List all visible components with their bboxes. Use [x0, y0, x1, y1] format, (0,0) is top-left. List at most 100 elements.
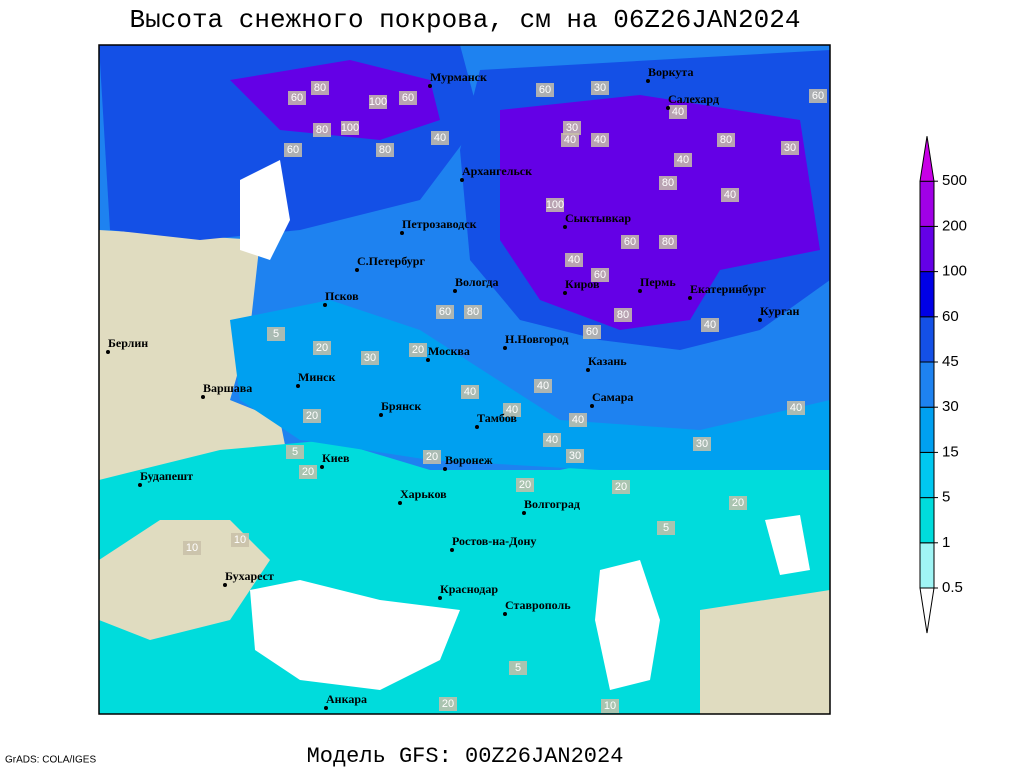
- contour-label-text: 60: [539, 84, 551, 96]
- contour-label: 40: [503, 403, 521, 417]
- contour-label-box: [621, 235, 639, 249]
- contour-label-text: 40: [506, 404, 518, 416]
- contour-label-text: 60: [624, 236, 636, 248]
- region-deep-snow: [230, 60, 440, 140]
- contour-label-text: 60: [291, 92, 303, 104]
- contour-label: 5: [267, 327, 285, 341]
- contour-label: 20: [313, 341, 331, 355]
- contour-label-box: [423, 450, 441, 464]
- contour-label-box: [461, 385, 479, 399]
- contour-label: 30: [781, 141, 799, 155]
- contour-label: 60: [591, 268, 609, 282]
- contour-label-text: 20: [316, 342, 328, 354]
- city-dot: [296, 384, 300, 388]
- contour-label-text: 100: [369, 96, 387, 108]
- contour-label: 30: [693, 437, 711, 451]
- city-dot: [398, 501, 402, 505]
- colorbar-segment: [919, 451, 935, 499]
- contour-label-text: 40: [704, 319, 716, 331]
- colorbar-segment: [919, 316, 935, 363]
- contour-label-text: 20: [426, 451, 438, 463]
- contour-label: 80: [313, 123, 331, 137]
- contour-label: 100: [369, 95, 387, 109]
- city-label: Анкара: [326, 692, 367, 706]
- contour-label: 40: [721, 188, 739, 202]
- contour-label-text: 20: [615, 481, 627, 493]
- contour-label-text: 40: [672, 106, 684, 118]
- city-dot: [223, 583, 227, 587]
- city-label: Пермь: [640, 275, 676, 289]
- contour-label-text: 100: [341, 122, 359, 134]
- city-label: С.Петербург: [357, 254, 425, 268]
- city-dot: [355, 268, 359, 272]
- contour-label-text: 20: [302, 466, 314, 478]
- colorbar-label: 1: [942, 534, 950, 551]
- colorbar-low: [919, 587, 935, 634]
- city-label: Берлин: [108, 336, 148, 350]
- contour-label: 60: [621, 235, 639, 249]
- contour-label: 40: [431, 131, 449, 145]
- contour-label-text: 60: [402, 92, 414, 104]
- contour-label-box: [591, 268, 609, 282]
- contour-label-text: 40: [790, 402, 802, 414]
- contour-label: 60: [436, 305, 454, 319]
- contour-label-box: [341, 121, 359, 135]
- city-dot: [138, 483, 142, 487]
- contour-label: 100: [341, 121, 359, 135]
- contour-label-box: [303, 409, 321, 423]
- contour-label: 60: [809, 89, 827, 103]
- contour-label-box: [286, 445, 304, 459]
- contour-label: 80: [659, 176, 677, 190]
- colorbar-label: 500: [942, 172, 967, 189]
- contour-label-box: [729, 496, 747, 510]
- contour-label-box: [781, 141, 799, 155]
- sea: [240, 160, 290, 260]
- contour-label-box: [399, 91, 417, 105]
- city-dot: [586, 368, 590, 372]
- city-dot: [428, 84, 432, 88]
- contour-label-box: [311, 81, 329, 95]
- contour-label: 10: [183, 541, 201, 555]
- colorbar-segment: [919, 225, 935, 273]
- contour-label-box: [674, 153, 692, 167]
- colorbar-label: 45: [942, 353, 959, 370]
- city-dot: [323, 303, 327, 307]
- region-snow: [230, 300, 830, 470]
- city-label: Архангельск: [462, 164, 532, 178]
- contour-label-text: 100: [546, 199, 564, 211]
- contour-label-box: [436, 305, 454, 319]
- city-dot: [426, 358, 430, 362]
- city-dot: [563, 291, 567, 295]
- city-label: Ставрополь: [505, 598, 571, 612]
- city-label: Киров: [565, 277, 600, 291]
- contour-label: 60: [288, 91, 306, 105]
- contour-label-box: [591, 81, 609, 95]
- contour-label-box: [431, 131, 449, 145]
- contour-label: 20: [409, 343, 427, 357]
- contour-label-text: 80: [720, 134, 732, 146]
- contour-label-text: 30: [566, 122, 578, 134]
- credit: GrADS: COLA/IGES: [5, 755, 96, 766]
- contour-label-text: 40: [568, 254, 580, 266]
- city-label: Варшава: [203, 381, 252, 395]
- contour-label: 80: [376, 143, 394, 157]
- city-dot: [324, 706, 328, 710]
- contour-label-box: [809, 89, 827, 103]
- contour-label-box: [439, 697, 457, 711]
- contour-label: 20: [439, 697, 457, 711]
- city-label: Москва: [428, 344, 470, 358]
- city-label: Вологда: [455, 275, 499, 289]
- contour-label-box: [464, 305, 482, 319]
- city-label: Бухарест: [225, 569, 274, 583]
- contour-label-box: [721, 188, 739, 202]
- map: [98, 44, 831, 715]
- contour-label: 40: [534, 379, 552, 393]
- city-label: Воронеж: [445, 453, 493, 467]
- region-deep-snow: [500, 95, 820, 330]
- contour-label-box: [669, 105, 687, 119]
- city-dot: [106, 350, 110, 354]
- city-dot: [379, 413, 383, 417]
- contour-label-text: 20: [306, 410, 318, 422]
- city-dot: [475, 425, 479, 429]
- city-dot: [590, 404, 594, 408]
